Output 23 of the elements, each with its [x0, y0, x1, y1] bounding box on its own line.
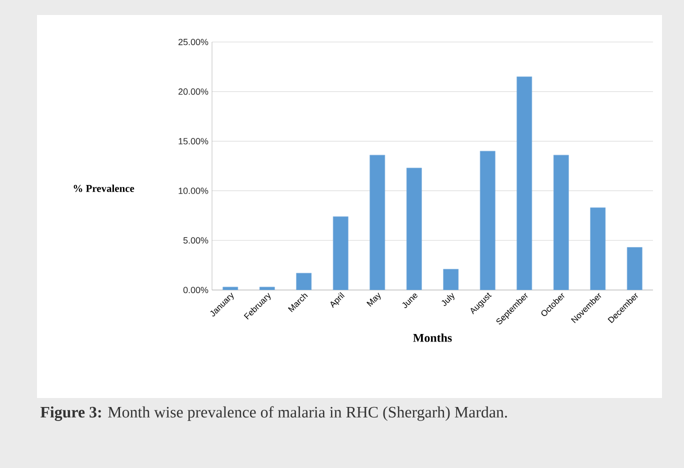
x-tick-label: May — [366, 292, 381, 307]
bar — [553, 154, 569, 290]
bar — [296, 272, 312, 290]
y-tick-label: 20.00% — [178, 88, 208, 95]
bar — [259, 286, 275, 290]
text: Figure 3: Month wise prevalence of malaria in RHC (Shergarh) Mardan. — [40, 406, 507, 421]
bar — [332, 216, 348, 290]
bar — [516, 76, 532, 290]
y-tick-label: 15.00% — [178, 138, 208, 144]
y-axis-title: % Prevalence — [74, 184, 134, 192]
bar — [406, 168, 422, 290]
y-tick-label: 5.00% — [183, 237, 208, 244]
x-tick-label: July — [442, 292, 454, 306]
bar — [590, 207, 606, 290]
bar — [370, 154, 386, 290]
y-tick-label: 25.00% — [178, 38, 208, 46]
bar — [222, 286, 238, 290]
bar — [480, 150, 496, 290]
bar — [443, 268, 459, 290]
bar — [626, 247, 642, 290]
y-tick-label: 10.00% — [178, 188, 208, 194]
x-axis-title: Months — [413, 333, 452, 342]
y-tick-label: 0.00% — [183, 286, 208, 294]
